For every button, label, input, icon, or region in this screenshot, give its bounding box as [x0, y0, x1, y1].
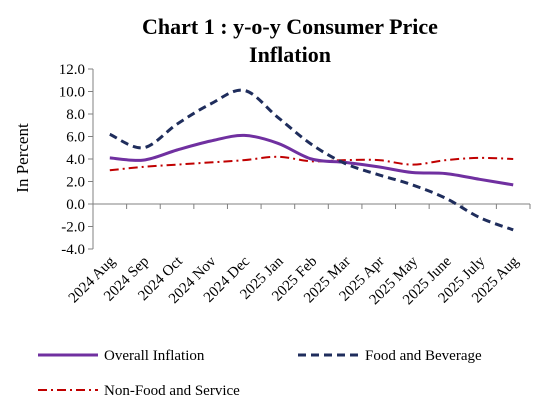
y-tick-label: 12.0 [59, 62, 85, 78]
y-tick-label: 4.0 [66, 152, 85, 168]
y-tick-label: 8.0 [66, 107, 85, 123]
legend-label: Non-Food and Service [104, 383, 240, 399]
series-line-non-food-and-service [109, 155, 514, 172]
y-tick-label: -2.0 [61, 220, 85, 236]
legend-overall-inflation: Overall Inflation [38, 348, 205, 364]
legend-label: Food and Beverage [365, 348, 482, 364]
series-line-overall-inflation [109, 133, 514, 187]
chart-title-line-2: Inflation [249, 42, 331, 67]
legend-label: Overall Inflation [104, 348, 205, 364]
legend-non-food-and-service: Non-Food and Service [38, 383, 240, 399]
y-axis-label: In Percent [13, 123, 32, 193]
legend: Overall Inflation Food and Beverage Non-Fo… [38, 348, 482, 399]
series-line-food-and-beverage [109, 88, 514, 232]
y-tick-label: 10.0 [59, 85, 85, 101]
legend-food-and-beverage: Food and Beverage [298, 348, 482, 364]
chart-title-line-1: Chart 1 : y-o-y Consumer Price [142, 14, 438, 39]
y-tick-label: -4.0 [61, 242, 85, 258]
y-tick-label: 0.0 [66, 197, 85, 213]
y-tick-label: 6.0 [66, 130, 85, 146]
y-tick-label: 2.0 [66, 175, 85, 191]
